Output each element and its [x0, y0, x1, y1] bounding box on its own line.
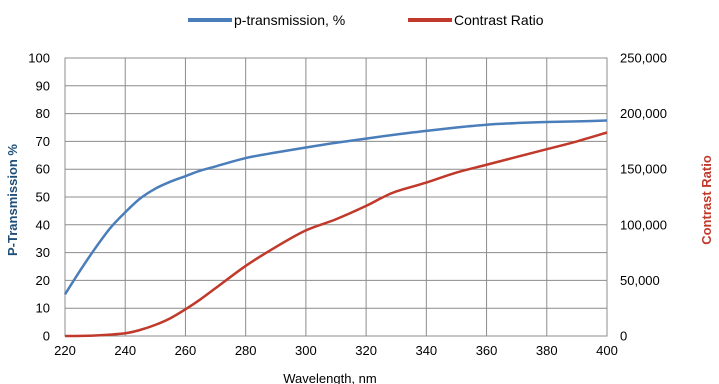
y-tick-label: 10	[36, 301, 50, 316]
y-tick-label: 80	[36, 106, 50, 121]
x-axis-title: Wavelength, nm	[283, 371, 376, 384]
x-tick-label: 260	[175, 343, 197, 358]
legend-label-p-transmission: p-transmission, %	[234, 12, 345, 28]
y2-tick-label: 0	[620, 329, 627, 344]
y-axis-ticks: 0 10 20 30 40 50 60 70 80 90 100	[28, 51, 50, 344]
y-tick-label: 60	[36, 162, 50, 177]
y-tick-label: 100	[28, 51, 50, 66]
y-tick-label: 30	[36, 245, 50, 260]
y2-axis-ticks: 0 50,000 100,000 150,000 200,000 250,000	[620, 51, 667, 344]
x-tick-label: 400	[596, 343, 618, 358]
series-line-contrast-ratio	[64, 131, 608, 338]
x-tick-label: 360	[476, 343, 498, 358]
gridlines	[64, 57, 608, 337]
x-axis-ticks: 220 240 260 280 300 320 340 360 380 400	[54, 343, 618, 358]
y2-tick-label: 250,000	[620, 51, 667, 66]
y-tick-label: 50	[36, 190, 50, 205]
y2-tick-label: 100,000	[620, 217, 667, 232]
y-tick-label: 70	[36, 134, 50, 149]
y-tick-label: 20	[36, 273, 50, 288]
y2-axis-title: Contrast Ratio	[699, 155, 714, 245]
y-tick-label: 40	[36, 217, 50, 232]
x-tick-label: 320	[355, 343, 377, 358]
legend: p-transmission, % Contrast Ratio	[188, 12, 544, 28]
x-tick-label: 220	[54, 343, 76, 358]
y-tick-label: 90	[36, 78, 50, 93]
y2-tick-label: 150,000	[620, 162, 667, 177]
plot-area-frame	[64, 57, 608, 337]
legend-label-contrast-ratio: Contrast Ratio	[454, 12, 544, 28]
x-tick-label: 340	[415, 343, 437, 358]
y2-tick-label: 200,000	[620, 106, 667, 121]
series-layer	[63, 119, 608, 338]
x-tick-label: 380	[536, 343, 558, 358]
series-line-p-transmission	[63, 119, 608, 295]
x-tick-label: 280	[235, 343, 257, 358]
x-tick-label: 240	[114, 343, 136, 358]
y-tick-label: 0	[43, 329, 50, 344]
y2-tick-label: 50,000	[620, 273, 660, 288]
y-axis-title: P-Transmission %	[5, 144, 20, 256]
x-tick-label: 300	[295, 343, 317, 358]
